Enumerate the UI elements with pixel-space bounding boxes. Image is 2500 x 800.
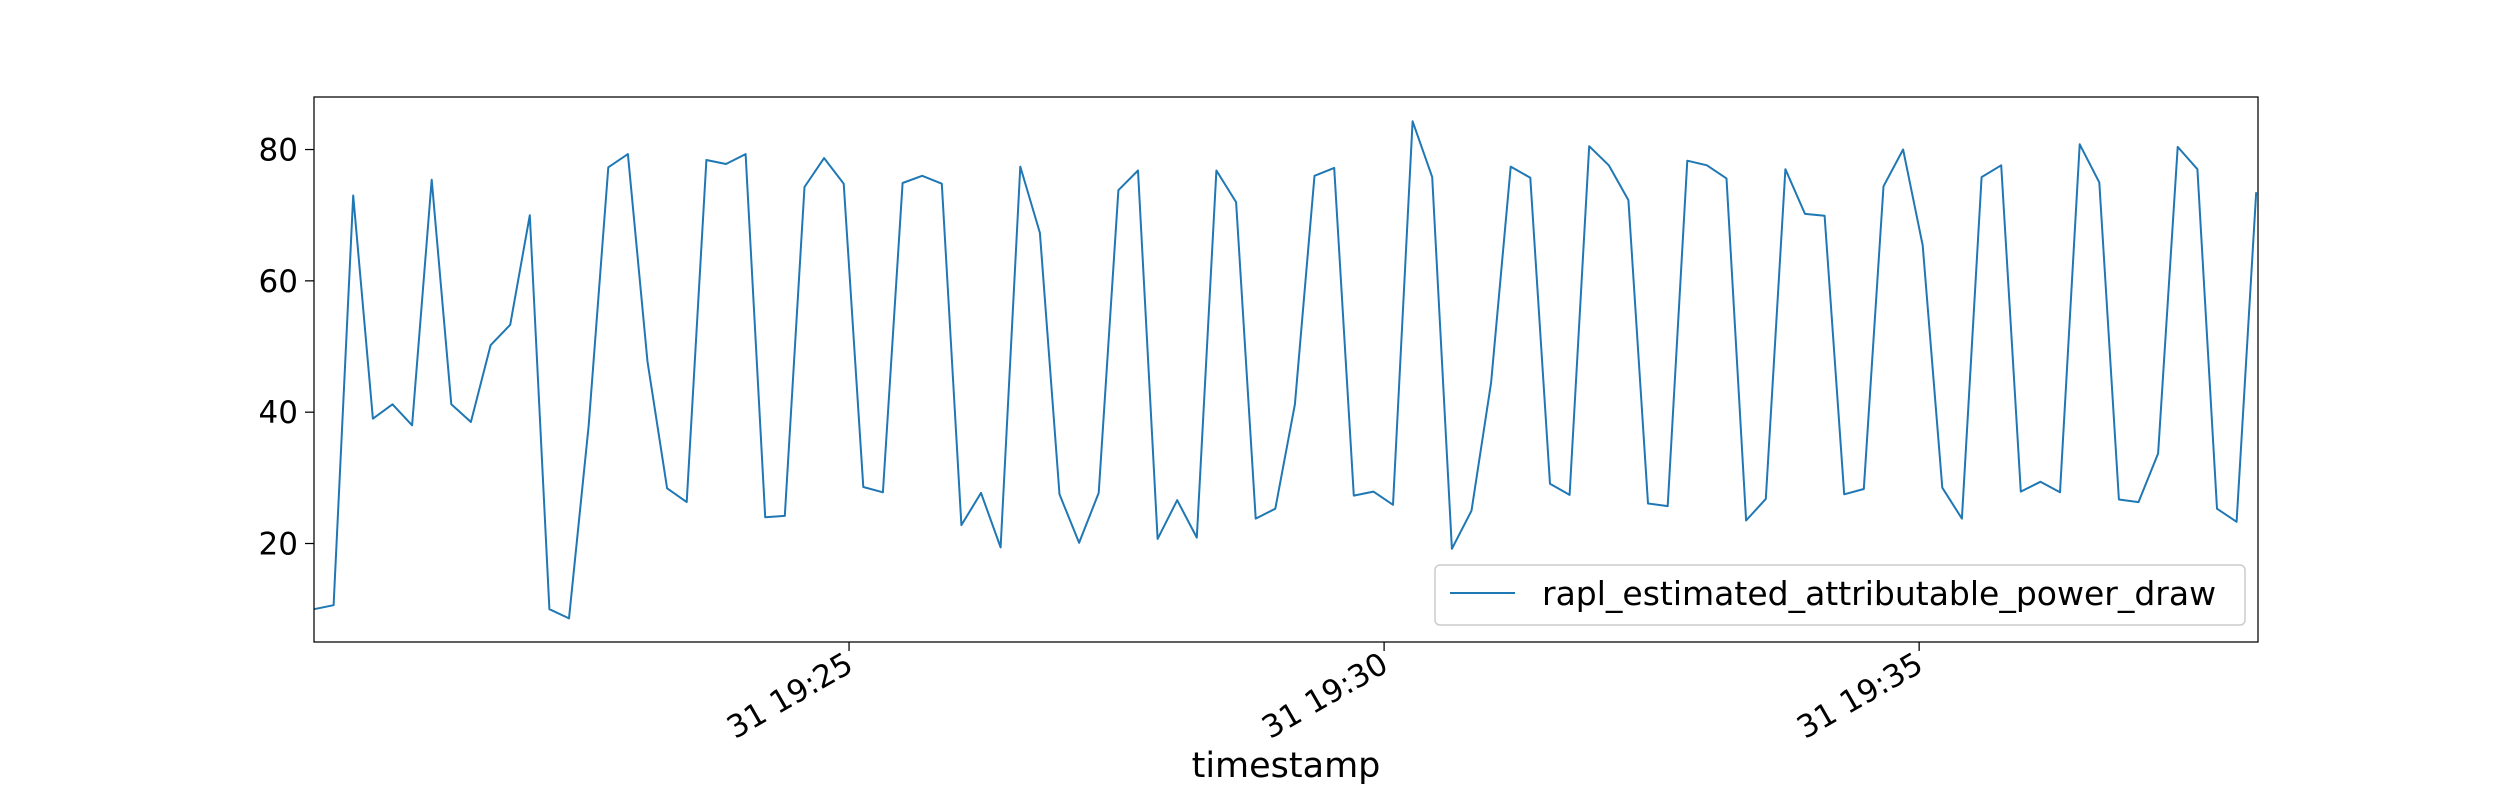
y-tick-label: 60 bbox=[259, 264, 298, 300]
legend: rapl_estimated_attributable_power_draw bbox=[1434, 564, 2246, 626]
axes-frame bbox=[313, 96, 2259, 643]
plot-area bbox=[313, 120, 2258, 620]
legend-box bbox=[1434, 564, 2246, 626]
series-line bbox=[313, 120, 2258, 620]
y-tick-label: 40 bbox=[259, 395, 298, 431]
y-tick-label: 80 bbox=[259, 133, 298, 169]
y-axis: 20 40 60 80 bbox=[259, 133, 314, 563]
x-axis-label: timestamp bbox=[1192, 746, 1381, 786]
legend-label: rapl_estimated_attributable_power_draw bbox=[1542, 574, 2216, 613]
y-tick-label: 20 bbox=[259, 527, 298, 563]
